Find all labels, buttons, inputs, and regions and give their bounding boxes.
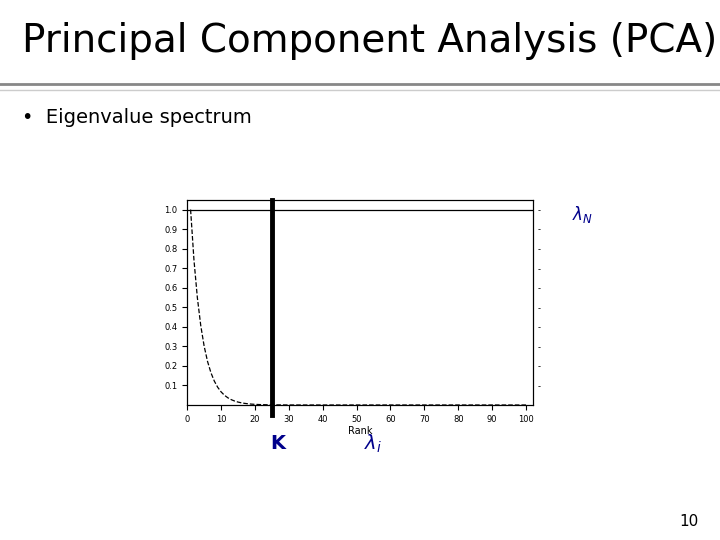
X-axis label: Rank: Rank: [348, 427, 372, 436]
Text: $\lambda_N$: $\lambda_N$: [572, 204, 593, 225]
Text: $\lambda_i$: $\lambda_i$: [364, 433, 382, 455]
Text: Principal Component Analysis (PCA): Principal Component Analysis (PCA): [22, 22, 717, 59]
Text: •  Eigenvalue spectrum: • Eigenvalue spectrum: [22, 108, 251, 127]
Text: 10: 10: [679, 514, 698, 529]
Text: $\mathbf{K}$: $\mathbf{K}$: [270, 434, 288, 454]
